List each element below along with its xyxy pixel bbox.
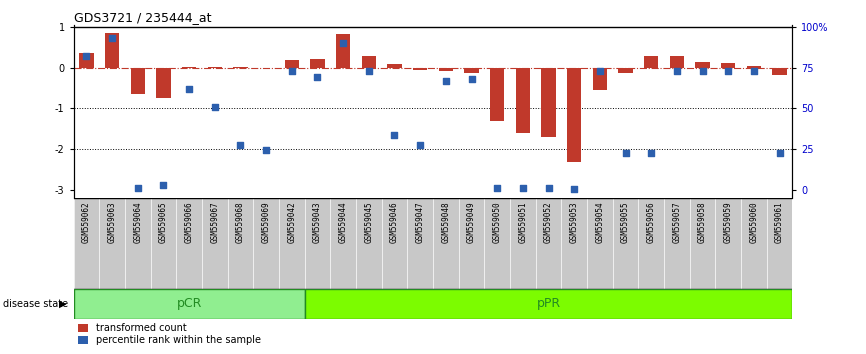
Text: GSM559069: GSM559069 bbox=[262, 201, 271, 242]
Text: GSM559051: GSM559051 bbox=[519, 201, 527, 242]
Point bbox=[695, 68, 709, 74]
Point bbox=[285, 68, 299, 74]
Text: GSM559044: GSM559044 bbox=[339, 201, 347, 242]
Text: GSM559067: GSM559067 bbox=[210, 201, 219, 242]
Bar bbox=[439, 68, 453, 71]
Point bbox=[336, 40, 350, 46]
Text: GSM559061: GSM559061 bbox=[775, 201, 784, 242]
Text: GSM559047: GSM559047 bbox=[416, 201, 424, 242]
Point bbox=[670, 68, 684, 74]
Text: disease state: disease state bbox=[3, 298, 68, 309]
Text: GSM559055: GSM559055 bbox=[621, 201, 630, 242]
Point bbox=[80, 53, 94, 59]
Text: GSM559059: GSM559059 bbox=[724, 201, 733, 242]
Text: GSM559050: GSM559050 bbox=[493, 201, 501, 242]
Text: GSM559057: GSM559057 bbox=[672, 201, 682, 242]
Point bbox=[388, 132, 402, 138]
Bar bbox=[105, 33, 120, 68]
Bar bbox=[305, 289, 792, 319]
Legend: transformed count, percentile rank within the sample: transformed count, percentile rank withi… bbox=[79, 324, 261, 346]
Bar bbox=[746, 65, 761, 68]
Text: GSM559056: GSM559056 bbox=[647, 201, 656, 242]
Text: GSM559053: GSM559053 bbox=[570, 201, 578, 242]
Text: GSM559058: GSM559058 bbox=[698, 201, 707, 242]
Text: GSM559043: GSM559043 bbox=[313, 201, 322, 242]
Point bbox=[105, 35, 119, 41]
Bar bbox=[593, 68, 607, 90]
Bar bbox=[413, 68, 427, 70]
Text: GSM559048: GSM559048 bbox=[442, 201, 450, 242]
Text: pPR: pPR bbox=[536, 297, 560, 310]
Text: GSM559045: GSM559045 bbox=[365, 201, 373, 242]
Text: GSM559042: GSM559042 bbox=[288, 201, 296, 242]
Bar bbox=[208, 67, 222, 68]
Bar bbox=[516, 68, 530, 133]
Point bbox=[618, 150, 632, 156]
Text: GSM559064: GSM559064 bbox=[133, 201, 142, 242]
Bar bbox=[695, 62, 709, 68]
Text: GSM559062: GSM559062 bbox=[82, 201, 91, 242]
Bar bbox=[721, 63, 735, 68]
Point bbox=[311, 74, 325, 79]
Bar bbox=[157, 68, 171, 98]
Point bbox=[721, 68, 735, 74]
Point bbox=[208, 104, 222, 110]
Point bbox=[516, 185, 530, 191]
Point bbox=[567, 187, 581, 192]
Bar bbox=[336, 34, 350, 68]
Bar bbox=[234, 67, 248, 68]
Bar bbox=[80, 53, 94, 68]
Bar bbox=[285, 60, 299, 68]
Point bbox=[464, 76, 478, 81]
Bar bbox=[310, 59, 325, 68]
Text: GSM559060: GSM559060 bbox=[749, 201, 759, 242]
Point bbox=[490, 185, 504, 191]
Point bbox=[157, 182, 171, 188]
Text: GSM559066: GSM559066 bbox=[184, 201, 194, 242]
Text: GSM559052: GSM559052 bbox=[544, 201, 553, 242]
Text: GSM559046: GSM559046 bbox=[390, 201, 399, 242]
Text: GSM559049: GSM559049 bbox=[467, 201, 476, 242]
Bar bbox=[669, 56, 684, 68]
Bar bbox=[541, 68, 556, 137]
Point bbox=[593, 68, 607, 74]
Point bbox=[182, 86, 196, 92]
Bar bbox=[387, 64, 402, 68]
Text: ▶: ▶ bbox=[59, 298, 67, 309]
Bar bbox=[74, 289, 305, 319]
Bar bbox=[182, 67, 197, 68]
Point bbox=[362, 68, 376, 74]
Bar bbox=[362, 56, 376, 68]
Text: GSM559054: GSM559054 bbox=[595, 201, 604, 242]
Bar bbox=[464, 68, 479, 73]
Text: GSM559065: GSM559065 bbox=[159, 201, 168, 242]
Bar bbox=[567, 68, 581, 161]
Bar bbox=[131, 68, 145, 94]
Text: GSM559063: GSM559063 bbox=[107, 201, 117, 242]
Point bbox=[259, 147, 273, 153]
Text: pCR: pCR bbox=[177, 297, 202, 310]
Point bbox=[772, 150, 786, 156]
Text: GSM559068: GSM559068 bbox=[236, 201, 245, 242]
Bar bbox=[772, 68, 786, 75]
Point bbox=[644, 150, 658, 156]
Point bbox=[131, 185, 145, 191]
Point bbox=[234, 142, 248, 148]
Bar bbox=[644, 56, 658, 68]
Text: GDS3721 / 235444_at: GDS3721 / 235444_at bbox=[74, 11, 211, 24]
Bar bbox=[618, 68, 632, 73]
Bar bbox=[490, 68, 504, 121]
Point bbox=[541, 185, 555, 191]
Point bbox=[747, 68, 761, 74]
Point bbox=[413, 142, 427, 148]
Point bbox=[439, 78, 453, 84]
